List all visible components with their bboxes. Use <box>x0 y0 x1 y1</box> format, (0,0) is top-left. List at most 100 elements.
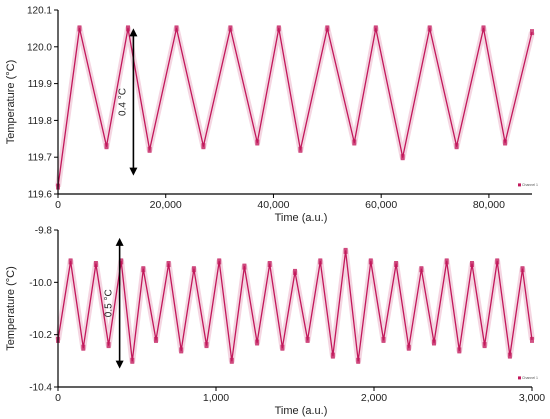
bottom-series-0-point <box>507 352 512 359</box>
top-x-tick-label: 40,000 <box>257 199 289 211</box>
top-series-0-point <box>147 146 152 153</box>
bottom-x-tick-label: 1,000 <box>203 392 229 404</box>
top-series-0-point <box>352 139 357 146</box>
top-series-0-point <box>298 146 303 153</box>
bottom-range-arrowhead-down <box>115 360 124 369</box>
bottom-series-0-point <box>154 336 158 343</box>
bottom-legend: Channel 1 <box>518 376 538 380</box>
bottom-series-0-point <box>482 342 487 349</box>
top-series-0-point <box>454 143 459 150</box>
bottom-series-0-point <box>119 258 124 265</box>
bottom-series-0-point <box>305 336 310 343</box>
bottom-legend-text: Channel 1 <box>522 376 538 380</box>
top-series-0-point <box>126 25 130 32</box>
bottom-series-0-band <box>55 247 535 364</box>
bottom-legend-swatch <box>518 376 521 380</box>
top-panel: 0 20,000 40,000 60,000 80,000 119.6119.7119.… <box>5 6 538 225</box>
bottom-series-0-point <box>106 342 111 349</box>
bottom-y-axis-label: Temperature (°C) <box>5 266 17 350</box>
bottom-range-label: 0.5 °C <box>104 289 115 317</box>
bottom-series-0-point <box>444 258 449 265</box>
bottom-series-0-point <box>293 268 297 275</box>
bottom-series-0-point <box>267 261 272 267</box>
top-y-tick-label: 119.9 <box>28 79 53 90</box>
top-series-0-point <box>255 139 260 146</box>
bottom-series-0-point <box>191 266 196 273</box>
bottom-range-annotation: 0.5 °C <box>104 237 124 369</box>
top-y-tick-label: 120.1 <box>27 6 52 17</box>
top-series-0-point <box>276 25 281 32</box>
bottom-series-0-point <box>280 344 285 351</box>
top-series-0-point <box>77 25 82 32</box>
bottom-series-0-point <box>406 344 411 351</box>
bottom-series-0-point <box>419 266 424 273</box>
bottom-y-tick-label: -10.2 <box>29 330 52 341</box>
bottom-series-0-point <box>93 261 98 267</box>
bottom-panel: 0 1,000 2,000 3,000 -10.4 -10.2 -10.0 -9.8 0.5… <box>5 226 545 418</box>
bottom-series-0-point <box>229 357 234 364</box>
bottom-y-tick-label: -10.0 <box>29 278 52 289</box>
top-x-tick-label: 60,000 <box>365 199 397 211</box>
top-range-annotation: 0.4 °C <box>117 28 138 176</box>
bottom-series-0-point <box>204 342 209 349</box>
top-y-tick-label: 120.0 <box>27 42 52 53</box>
bottom-series-0-point <box>470 261 474 267</box>
top-y-tick-label: 119.8 <box>28 116 53 127</box>
bottom-series-0-point <box>381 336 386 343</box>
top-y-tick-label: 119.7 <box>28 153 53 164</box>
bottom-series-0-point <box>356 357 361 364</box>
bottom-series-0-point <box>368 258 373 265</box>
bottom-series-0-point <box>318 258 323 265</box>
bottom-series-0-point <box>255 339 260 346</box>
bottom-series-0-point <box>242 263 247 270</box>
top-series-0-point <box>325 25 330 32</box>
bottom-y-tick-label: -9.8 <box>35 226 53 237</box>
bottom-series-0-point <box>432 339 436 346</box>
bottom-x-ticks: 0 1,000 2,000 3,000 <box>55 387 545 404</box>
bottom-series-0-point <box>457 347 462 354</box>
top-range-label: 0.4 °C <box>117 88 128 116</box>
bottom-x-tick-label: 2,000 <box>361 392 387 404</box>
top-series-0-point <box>373 25 378 32</box>
top-series-0-point <box>503 139 508 146</box>
top-x-tick-label: 80,000 <box>473 199 505 211</box>
bottom-x-tick-label: 3,000 <box>519 392 545 404</box>
top-series-0-point <box>400 154 405 161</box>
bottom-y-ticks: -10.4 -10.2 -10.0 -9.8 <box>29 226 58 394</box>
top-range-arrowhead-up <box>129 28 138 37</box>
bottom-x-tick-label: 0 <box>55 392 61 404</box>
bottom-y-tick-label: -10.4 <box>29 383 52 394</box>
bottom-series-layer <box>55 247 535 364</box>
top-y-axis-label: Temperature (°C) <box>5 60 17 144</box>
bottom-range-arrowhead-up <box>115 237 124 246</box>
bottom-series-0-point <box>520 266 525 273</box>
top-series-0-point <box>427 25 432 32</box>
top-series-0-point <box>201 143 206 150</box>
bottom-series-0-point <box>166 261 171 267</box>
top-range-arrowhead-down <box>129 167 138 176</box>
bottom-series-0-point <box>217 258 222 265</box>
top-x-tick-label: 0 <box>55 199 61 211</box>
bottom-series-0-point <box>330 352 335 359</box>
top-y-tick-label: 119.6 <box>28 190 53 201</box>
bottom-series-0-point <box>81 344 86 351</box>
top-series-0-point <box>174 25 179 32</box>
top-x-tick-label: 20,000 <box>150 199 182 211</box>
bottom-series-0-point <box>394 261 399 267</box>
bottom-series-0-point <box>343 247 348 254</box>
top-series-0-point <box>481 25 486 32</box>
top-legend-swatch <box>518 183 521 187</box>
bottom-series-0-point <box>179 347 184 354</box>
bottom-series-0-point <box>68 258 73 265</box>
top-legend-text: Channel 1 <box>522 183 538 187</box>
top-series-0-point <box>530 29 534 36</box>
top-series-0-line <box>57 27 533 187</box>
bottom-series-0-point <box>141 266 146 273</box>
bottom-x-axis-label: Time (a.u.) <box>275 405 328 417</box>
top-y-ticks: 119.6 119.7 119.8 119.9 120.0 120.1 <box>27 6 58 201</box>
bottom-series-0-point <box>530 336 534 343</box>
top-legend: Channel 1 <box>518 183 538 187</box>
top-series-0-point <box>104 143 109 150</box>
top-x-axis-label: Time (a.u.) <box>275 212 328 224</box>
